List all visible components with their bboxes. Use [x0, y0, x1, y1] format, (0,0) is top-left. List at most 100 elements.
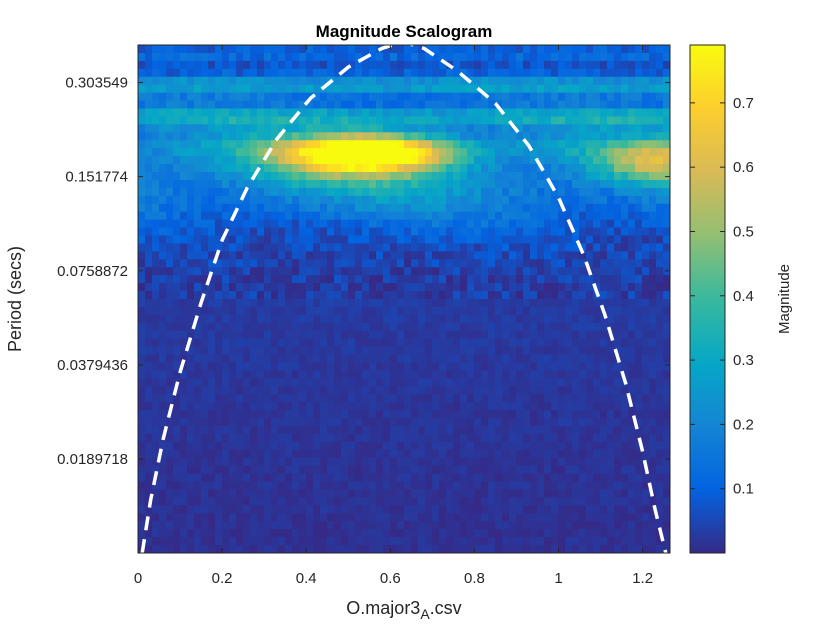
heatmap-cell: [173, 545, 181, 553]
heatmap-cell: [278, 433, 286, 443]
heatmap-cell: [565, 203, 573, 213]
heatmap-cell: [187, 140, 195, 149]
heatmap-cell: [383, 172, 391, 181]
heatmap-cell: [600, 465, 608, 475]
heatmap-cell: [369, 433, 377, 443]
heatmap-cell: [264, 211, 272, 221]
heatmap-cell: [509, 433, 517, 443]
heatmap-cell: [285, 108, 293, 118]
heatmap-cell: [327, 481, 335, 491]
heatmap-cell: [159, 84, 167, 94]
heatmap-cell: [516, 457, 524, 467]
heatmap-cell: [383, 354, 391, 364]
heatmap-cell: [250, 322, 258, 332]
heatmap-cell: [509, 92, 517, 102]
heatmap-cell: [593, 108, 601, 118]
heatmap-cell: [453, 505, 461, 514]
heatmap-cell: [271, 76, 279, 86]
heatmap-cell: [446, 164, 454, 173]
heatmap-cell: [362, 433, 370, 443]
heatmap-cell: [348, 426, 356, 435]
heatmap-cell: [229, 441, 237, 451]
heatmap-cell: [229, 259, 237, 268]
heatmap-cell: [663, 537, 670, 546]
heatmap-cell: [397, 283, 405, 292]
heatmap-cell: [355, 306, 363, 316]
heatmap-cell: [271, 457, 279, 467]
heatmap-cell: [635, 68, 643, 78]
heatmap-cell: [348, 521, 356, 530]
heatmap-cell: [635, 156, 643, 165]
heatmap-cell: [348, 116, 356, 125]
heatmap-cell: [355, 243, 363, 252]
heatmap-cell: [369, 179, 377, 189]
heatmap-cell: [369, 148, 377, 157]
heatmap-cell: [649, 164, 657, 173]
heatmap-cell: [572, 497, 580, 506]
heatmap-cell: [187, 76, 195, 86]
heatmap-cell: [299, 283, 307, 292]
heatmap-cell: [404, 60, 412, 70]
heatmap-cell: [544, 386, 552, 395]
heatmap-cell: [299, 259, 307, 268]
heatmap-cell: [523, 338, 531, 348]
heatmap-cell: [635, 116, 643, 125]
heatmap-cell: [432, 219, 440, 229]
heatmap-cell: [152, 394, 160, 403]
heatmap-cell: [642, 386, 650, 395]
heatmap-cell: [376, 481, 384, 491]
heatmap-cell: [628, 140, 636, 149]
heatmap-cell: [201, 235, 209, 245]
heatmap-cell: [439, 481, 447, 491]
heatmap-cell: [180, 497, 188, 506]
heatmap-cell: [509, 211, 517, 221]
heatmap-cell: [565, 529, 573, 538]
heatmap-cell: [488, 433, 496, 443]
heatmap-cell: [320, 537, 328, 546]
heatmap-cell: [390, 497, 398, 506]
heatmap-cell: [313, 433, 321, 443]
heatmap-cell: [397, 481, 405, 491]
heatmap-cell: [362, 60, 370, 70]
heatmap-cell: [530, 132, 538, 141]
heatmap-cell: [383, 529, 391, 538]
heatmap-cell: [663, 108, 670, 118]
heatmap-cell: [369, 76, 377, 86]
heatmap-cell: [502, 537, 510, 546]
heatmap-cell: [614, 402, 622, 411]
heatmap-cell: [656, 179, 664, 189]
heatmap-cell: [334, 52, 342, 62]
heatmap-cell: [579, 140, 587, 149]
heatmap-cell: [607, 354, 615, 364]
heatmap-cell: [551, 179, 559, 189]
heatmap-cell: [145, 418, 153, 427]
heatmap-cell: [593, 243, 601, 252]
heatmap-cell: [537, 322, 545, 332]
heatmap-cell: [383, 156, 391, 165]
heatmap-cell: [516, 84, 524, 94]
heatmap-cell: [180, 45, 188, 54]
heatmap-cell: [551, 156, 559, 165]
heatmap-cell: [355, 418, 363, 427]
heatmap-cell: [208, 426, 216, 435]
heatmap-cell: [187, 513, 195, 522]
heatmap-cell: [586, 394, 594, 403]
heatmap-cell: [257, 465, 265, 475]
heatmap-cell: [285, 275, 293, 284]
heatmap-cell: [614, 426, 622, 435]
heatmap-cell: [635, 219, 643, 229]
heatmap-cell: [383, 473, 391, 483]
heatmap-cell: [572, 314, 580, 324]
heatmap-cell: [621, 410, 629, 419]
heatmap-cell: [285, 362, 293, 372]
heatmap-cell: [152, 52, 160, 62]
heatmap-cell: [390, 156, 398, 165]
heatmap-cell: [649, 322, 657, 332]
heatmap-cell: [509, 537, 517, 546]
heatmap-cell: [278, 172, 286, 181]
heatmap-cell: [635, 441, 643, 451]
heatmap-cell: [194, 76, 202, 86]
heatmap-cell: [285, 497, 293, 506]
heatmap-cell: [187, 124, 195, 133]
heatmap-cell: [362, 132, 370, 141]
